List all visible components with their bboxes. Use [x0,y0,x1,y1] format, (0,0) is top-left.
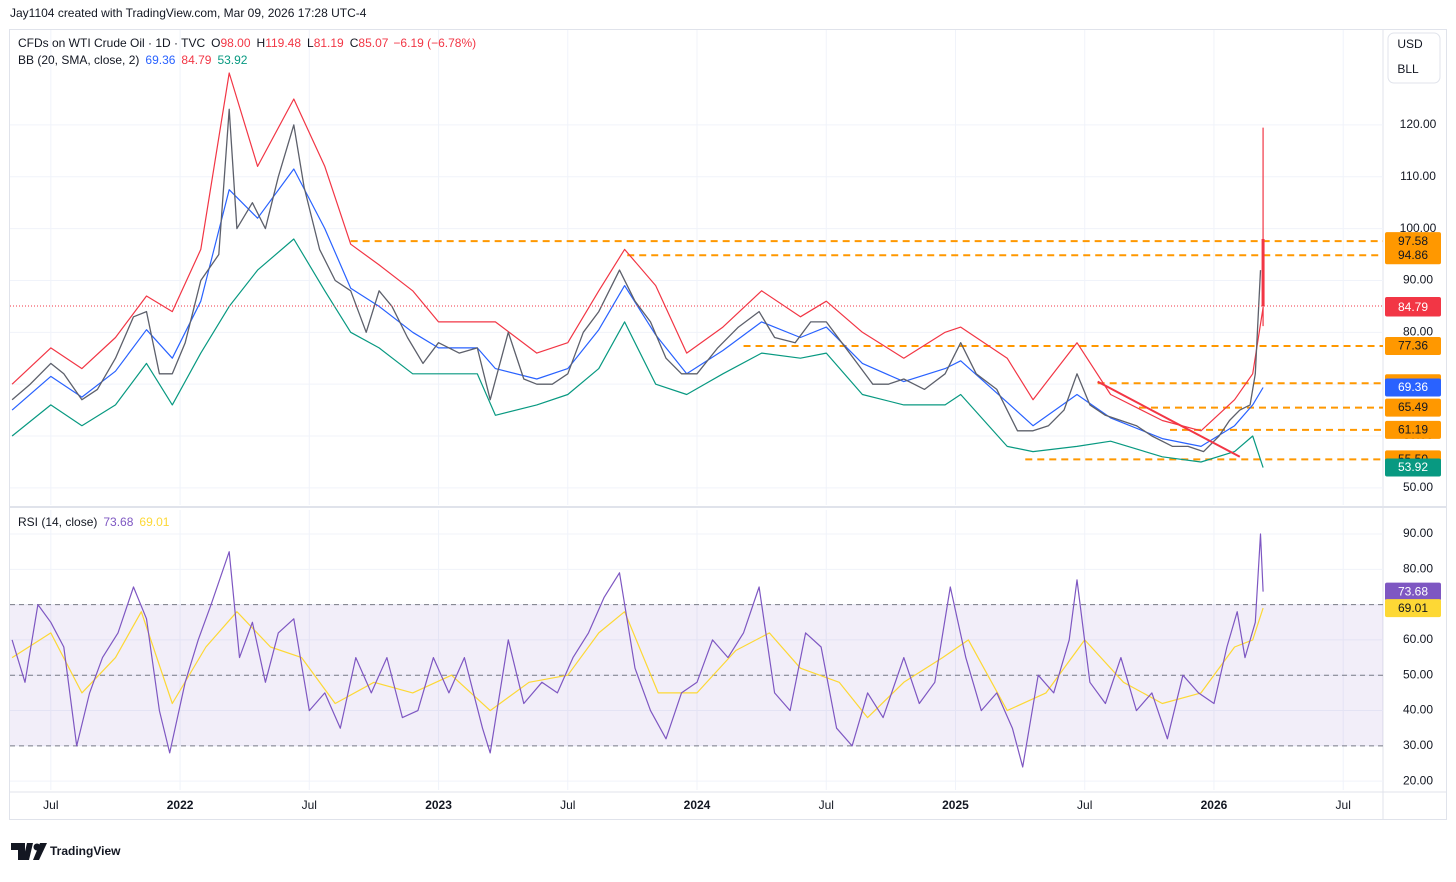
level-badge-label: 97.58 [1398,234,1428,248]
level-badge-label: 61.19 [1398,423,1428,437]
x-tick-label: Jul [302,798,317,812]
rsi-ma-badge [1385,599,1441,618]
x-tick-label: Jul [43,798,58,812]
header: Jay1104 created with TradingView.com, Ma… [10,6,367,20]
rsi-name: RSI (14, close) [18,515,97,529]
trendline [1097,380,1241,458]
price-line [11,108,1262,453]
level-badge [1385,420,1441,439]
rsi-tick-label: 90.00 [1403,526,1433,540]
rsi-ma-value: 69.01 [139,515,169,529]
legend-title: CFDs on WTI Crude Oil · 1D · TVC [18,36,205,50]
ohlc-key: L [307,36,314,50]
rsi-badge-label: 73.68 [1398,584,1428,598]
bb-upper-badge [1385,298,1441,317]
level-badge [1385,337,1441,356]
level-badge-label: 65.49 [1398,400,1428,414]
bb-basis-badge [1385,378,1441,397]
rsi-tick-label: 20.00 [1403,773,1433,787]
ohlc-key: H [257,36,266,50]
frame [9,29,1447,820]
x-tick-label: 2024 [684,798,711,812]
y-tick-label: 120.00 [1400,117,1437,131]
unit-box[interactable] [1387,32,1441,84]
ohlc-value: 119.48 [265,36,301,50]
rsi-tick-label: 40.00 [1403,703,1433,717]
plot [10,72,1383,768]
y-tick-label: 90.00 [1403,273,1433,287]
x-tick-label: 2023 [425,798,452,812]
x-tick-label: Jul [819,798,834,812]
candle-body [1261,238,1265,307]
rsi-tick-label: 30.00 [1403,738,1433,752]
bb-value: 84.79 [181,53,211,67]
level-badge [1385,232,1441,251]
x-tick-label: Jul [1077,798,1092,812]
rsi-badge [1385,582,1441,601]
ohlc-value: 81.19 [314,36,344,50]
x-tick-label: 2026 [1201,798,1228,812]
rsi-ma-badge-label: 69.01 [1398,601,1428,615]
rsi-legend: RSI (14, close) 73.68 69.01 [18,515,170,529]
bb-upper-badge-label: 84.79 [1398,300,1428,314]
logo [11,843,47,860]
x-tick-label: 2025 [942,798,969,812]
rsi-tick-label: 60.00 [1403,632,1433,646]
y-tick-label: 110.00 [1400,169,1436,183]
level-badge [1385,398,1441,417]
x-tick-label: Jul [560,798,575,812]
rsi-value: 73.68 [103,515,133,529]
rsi-tick-label: 80.00 [1403,561,1433,575]
bb-lower-badge [1385,458,1441,477]
bb-lower-badge-label: 53.92 [1398,460,1428,474]
axes: Jul 2022 Jul 2023 Jul 2024 Jul 2025 Jul 2026 Jul 50… [43,117,1441,812]
ohlc-key: O [211,36,220,50]
level-badge [1385,246,1441,265]
level-badge-label: 94.86 [1398,248,1428,262]
x-tick-label: Jul [1336,798,1351,812]
logo-mark [33,843,47,860]
bb-value: 69.36 [145,53,175,67]
bb-lower [11,238,1264,468]
footer-brand: TradingView [50,844,121,858]
y-tick-label: 100.00 [1400,221,1437,235]
level-badge-label: 77.36 [1398,339,1428,353]
ohlc-value: 85.07 [358,36,388,50]
ohlc-change: −6.19 (−6.78%) [393,36,476,50]
bb-upper [11,72,1264,432]
bb-value: 53.92 [217,53,247,67]
bb-basis-badge-label: 69.36 [1398,380,1428,394]
bb-legend: BB (20, SMA, close, 2) 69.36 84.79 53.92 [18,53,248,67]
rsi-ma [11,607,1264,719]
y-tick-label: 50.00 [1403,480,1433,494]
x-tick-label: 2022 [167,798,194,812]
currency[interactable]: USD [1397,37,1423,51]
unit[interactable]: BLL [1397,62,1419,76]
rsi-line [11,533,1264,768]
legend: CFDs on WTI Crude Oil · 1D · TVC O98.00 H1… [18,36,476,50]
bb-name: BB (20, SMA, close, 2) [18,53,139,67]
ohlc-value: 98.00 [220,36,250,50]
rsi-tick-label: 50.00 [1403,667,1433,681]
logo-mark [11,843,33,860]
ohlc-key: C [350,36,359,50]
bb-basis [11,168,1264,447]
y-tick-label: 80.00 [1403,324,1433,338]
